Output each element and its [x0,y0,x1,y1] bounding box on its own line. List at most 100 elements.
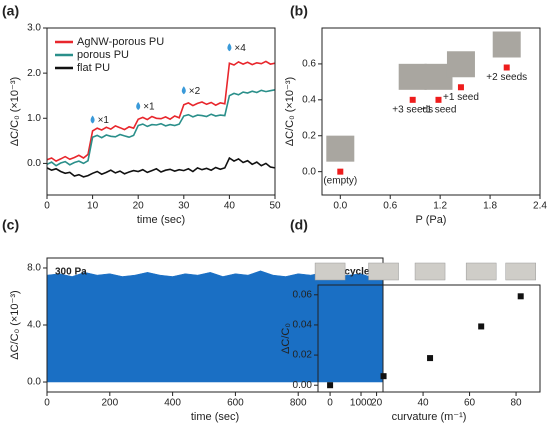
y-tick-label: 0.2 [302,130,316,141]
point [517,293,524,300]
y-axis-label: ΔC/C₀ (×10⁻³) [9,290,21,359]
y-tick-label: 3.0 [27,23,41,34]
y-tick-label: 0.4 [302,94,316,105]
photo [492,31,521,58]
line-series [46,156,276,178]
droplet-icon [90,115,95,124]
photo [465,262,497,281]
annotation: ×1 [98,115,110,126]
y-axis-label: ΔC/C₀ (×10⁻³) [284,77,296,146]
point [327,382,334,389]
point-label: +1 seed [443,92,479,103]
point [337,168,344,175]
y-tick-label: 0.04 [293,320,313,331]
photo [414,262,446,281]
photo [505,262,536,281]
x-tick-label: 800 [290,398,307,409]
plot-area [327,293,524,389]
annotation: 1000 cycles [319,267,375,278]
annotation: 300 Pa [55,267,87,278]
line-series [46,89,276,167]
panel: (b) 0.0 0.6 1.2 1.8 2.4 0.0 0.2 0.4 0.6 P (Pa) ΔC/C… [284,3,547,226]
point [503,64,510,71]
droplet-icon [181,86,186,95]
x-tick-label: 80 [510,398,522,409]
y-tick-label: 4.0 [27,320,41,331]
x-tick-label: 1.2 [433,201,447,212]
x-tick-label: 60 [464,398,476,409]
x-tick-label: 20 [371,398,383,409]
x-tick-label: 50 [269,201,281,212]
x-tick-label: 40 [418,398,430,409]
x-tick-label: 40 [224,201,236,212]
y-axis-label: ΔC/C₀ (×10⁻³) [9,77,21,146]
legend-label: porous PU [77,49,129,61]
y-tick-label: 0.06 [293,289,313,300]
panel-label: (b) [290,3,308,19]
plot-frame [46,257,384,393]
y-tick-label: 0.0 [302,166,316,177]
point [380,373,387,380]
x-tick-label: 2.4 [533,201,547,212]
panel-label: (c) [2,217,19,233]
x-tick-label: 600 [227,398,244,409]
point-label: +2 seeds [486,72,527,83]
photo [398,63,427,90]
x-tick-label: 0 [44,398,50,409]
photo [446,51,475,78]
y-tick-label: 0.0 [27,377,41,388]
annotation: ×4 [234,43,246,54]
x-tick-label: 0.0 [333,201,347,212]
photo [314,262,346,281]
x-axis-label: time (sec) [137,214,185,226]
panel-label: (d) [290,217,308,233]
x-tick-label: 1.8 [483,201,497,212]
point [435,96,442,103]
x-axis-label: P (Pa) [416,214,447,226]
line-series [46,60,276,163]
x-tick-label: 400 [164,398,181,409]
plot-area [46,270,384,383]
x-tick-label: 1000 [350,398,373,409]
x-tick-label: 10 [87,201,99,212]
point-label: (empty) [323,175,357,186]
droplet-icon [136,101,141,110]
droplet-icon [227,43,232,52]
photo [326,135,355,162]
point-label: +3 seeds [392,104,433,115]
legend-label: flat PU [77,62,110,74]
y-tick-label: 0.6 [302,59,316,70]
point-label: +1 seed [421,104,457,115]
plot-frame [317,284,541,393]
point [457,84,464,91]
photo [368,262,399,281]
annotation: ×2 [189,86,201,97]
annotation: ×1 [143,102,155,113]
plot-frame [46,27,276,196]
y-tick-label: 8.0 [27,263,41,274]
y-tick-label: 1.0 [27,113,41,124]
plot-area [337,64,510,175]
y-axis-label: ΔC/C₀ [280,323,292,354]
panel: (d) 0 20 40 60 80 0.00 0.02 0.04 0.06 curvature (m… [280,217,541,423]
point [427,355,434,362]
panel-label: (a) [2,3,19,19]
point [478,323,485,330]
x-tick-label: 20 [133,201,145,212]
plot-area [46,60,276,178]
x-tick-label: 200 [101,398,118,409]
x-tick-label: 30 [178,201,190,212]
area-series [46,270,384,383]
y-tick-label: 0.02 [293,350,313,361]
x-tick-label: 0 [44,201,50,212]
panel: (a) 0 10 20 30 40 50 0.0 1.0 2.0 3.0 time (sec) ΔC/C… [2,3,281,226]
x-axis-label: time (sec) [191,411,239,423]
x-tick-label: 0.6 [383,201,397,212]
legend-label: AgNW-porous PU [77,36,164,48]
x-axis-label: curvature (m⁻¹) [392,411,467,423]
y-tick-label: 0.0 [27,158,41,169]
y-tick-label: 0.00 [293,380,313,391]
y-tick-label: 2.0 [27,68,41,79]
plot-frame [321,27,541,196]
